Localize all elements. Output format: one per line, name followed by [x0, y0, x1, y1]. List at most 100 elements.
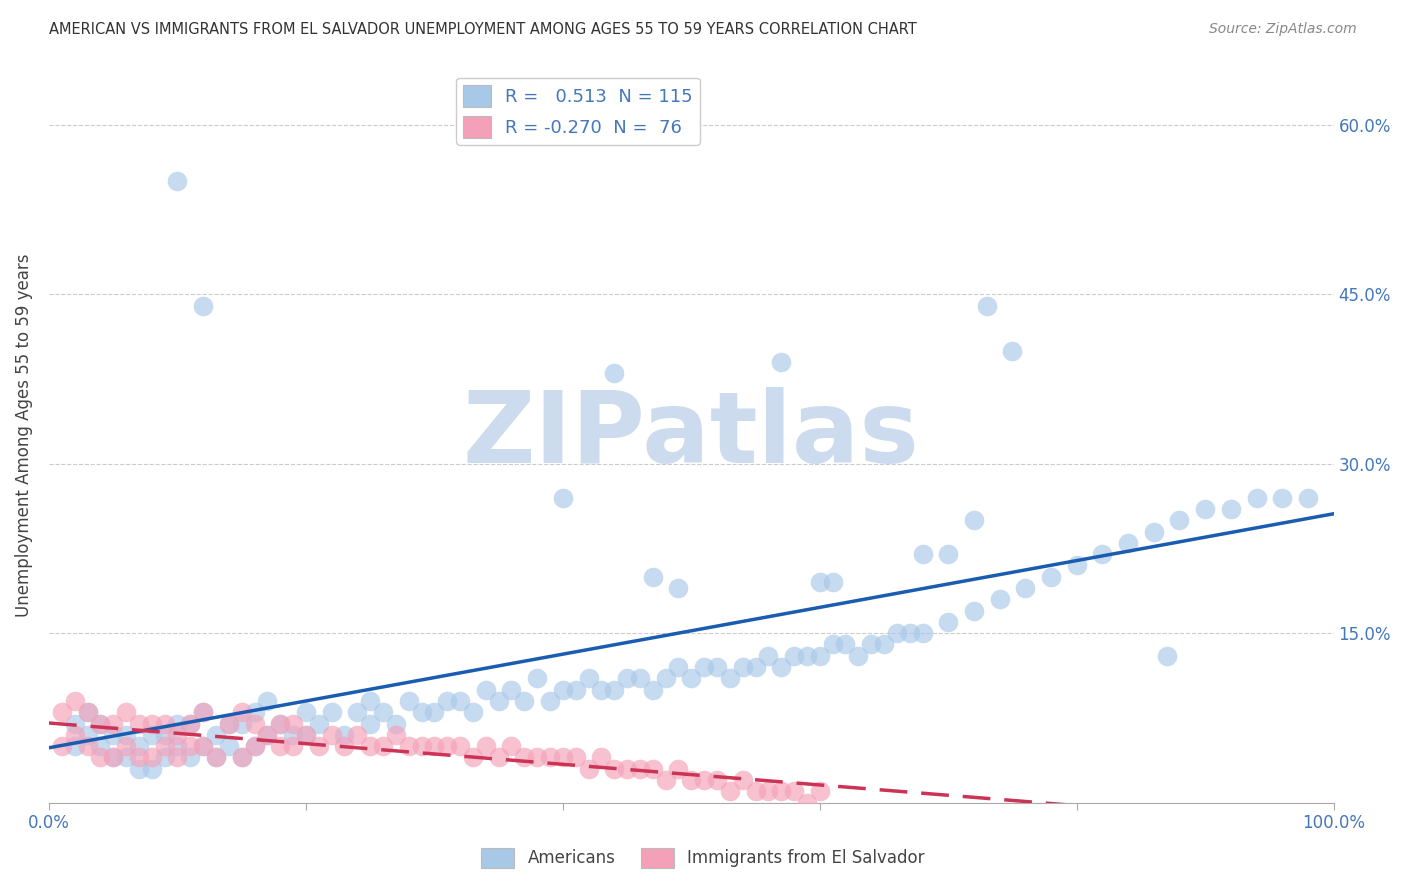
Point: [641, 682, 664, 697]
Point: [371, 739, 394, 753]
Point: [461, 750, 484, 764]
Point: [693, 772, 716, 787]
Point: [654, 772, 676, 787]
Point: [231, 750, 253, 764]
Point: [256, 728, 278, 742]
Point: [179, 750, 201, 764]
Point: [834, 638, 856, 652]
Point: [269, 716, 291, 731]
Point: [436, 694, 458, 708]
Point: [474, 739, 496, 753]
Point: [821, 638, 844, 652]
Point: [501, 739, 523, 753]
Point: [359, 716, 381, 731]
Point: [141, 728, 163, 742]
Point: [1001, 343, 1024, 358]
Point: [256, 694, 278, 708]
Point: [758, 784, 780, 798]
Point: [281, 739, 304, 753]
Point: [191, 705, 214, 719]
Point: [591, 682, 613, 697]
Point: [1156, 648, 1178, 663]
Point: [616, 762, 638, 776]
Point: [988, 592, 1011, 607]
Point: [346, 705, 368, 719]
Point: [346, 728, 368, 742]
Point: [256, 728, 278, 742]
Point: [63, 728, 86, 742]
Point: [153, 750, 176, 764]
Point: [218, 716, 240, 731]
Point: [911, 547, 934, 561]
Point: [551, 750, 574, 764]
Point: [76, 728, 98, 742]
Point: [51, 739, 73, 753]
Point: [783, 648, 806, 663]
Point: [538, 694, 561, 708]
Point: [103, 750, 125, 764]
Point: [976, 299, 998, 313]
Point: [936, 547, 959, 561]
Text: AMERICAN VS IMMIGRANTS FROM EL SALVADOR UNEMPLOYMENT AMONG AGES 55 TO 59 YEARS C: AMERICAN VS IMMIGRANTS FROM EL SALVADOR …: [49, 22, 917, 37]
Point: [911, 626, 934, 640]
Point: [628, 762, 651, 776]
Point: [63, 739, 86, 753]
Point: [128, 762, 150, 776]
Point: [873, 638, 896, 652]
Point: [513, 750, 536, 764]
Point: [281, 728, 304, 742]
Point: [1143, 524, 1166, 539]
Point: [321, 728, 343, 742]
Point: [295, 728, 318, 742]
Point: [564, 750, 586, 764]
Point: [191, 705, 214, 719]
Point: [89, 716, 111, 731]
Point: [808, 648, 831, 663]
Point: [359, 694, 381, 708]
Point: [681, 772, 703, 787]
Point: [718, 784, 741, 798]
Point: [770, 784, 793, 798]
Point: [385, 716, 408, 731]
Point: [103, 728, 125, 742]
Point: [668, 660, 690, 674]
Point: [488, 694, 510, 708]
Point: [205, 750, 228, 764]
Point: [963, 513, 986, 527]
Point: [578, 672, 600, 686]
Point: [411, 705, 433, 719]
Point: [359, 739, 381, 753]
Point: [538, 750, 561, 764]
Point: [808, 784, 831, 798]
Point: [63, 694, 86, 708]
Point: [770, 660, 793, 674]
Point: [654, 672, 676, 686]
Point: [128, 750, 150, 764]
Point: [191, 299, 214, 313]
Point: [128, 716, 150, 731]
Point: [141, 750, 163, 764]
Point: [333, 728, 356, 742]
Point: [333, 739, 356, 753]
Point: [551, 491, 574, 505]
Point: [770, 355, 793, 369]
Point: [668, 581, 690, 595]
Point: [243, 705, 266, 719]
Point: [474, 682, 496, 697]
Point: [89, 739, 111, 753]
Point: [179, 716, 201, 731]
Point: [179, 716, 201, 731]
Legend: Americans, Immigrants from El Salvador: Americans, Immigrants from El Salvador: [474, 841, 932, 875]
Point: [488, 750, 510, 764]
Point: [231, 705, 253, 719]
Point: [449, 694, 471, 708]
Point: [1091, 547, 1114, 561]
Point: [76, 705, 98, 719]
Point: [706, 772, 728, 787]
Point: [860, 638, 883, 652]
Point: [166, 739, 188, 753]
Point: [808, 575, 831, 590]
Point: [1194, 502, 1216, 516]
Point: [1040, 570, 1063, 584]
Point: [603, 762, 626, 776]
